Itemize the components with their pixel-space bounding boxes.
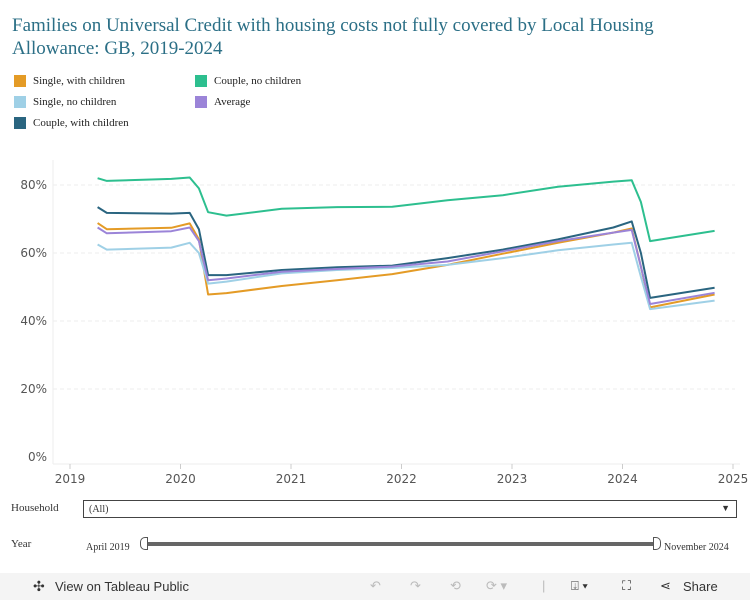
redo-icon[interactable]: ↷ bbox=[410, 578, 421, 593]
y-tick-label: 60% bbox=[20, 246, 47, 260]
x-tick-label: 2023 bbox=[497, 472, 528, 486]
line-chart: 0% 20% 40% 60% 80% 2019 2020 2021 2022 2023 2024 20… bbox=[20, 160, 749, 486]
view-on-tableau-link[interactable]: View on Tableau Public bbox=[55, 579, 189, 594]
year-slider-end-handle[interactable] bbox=[653, 537, 661, 550]
series-line-single-no-children bbox=[97, 241, 715, 311]
legend-label: Couple, no children bbox=[214, 75, 302, 87]
legend-swatch bbox=[14, 75, 26, 87]
legend-label: Single, no children bbox=[33, 96, 117, 108]
x-tick-label: 2024 bbox=[607, 472, 638, 486]
share-button[interactable]: Share bbox=[683, 579, 718, 594]
legend-swatch bbox=[14, 96, 26, 108]
series-line-couple-no-children bbox=[97, 176, 715, 243]
x-tick-label: 2019 bbox=[55, 472, 86, 486]
legend-swatch bbox=[195, 75, 207, 87]
undo-icon[interactable]: ↶ bbox=[370, 578, 381, 593]
chevron-down-icon: ▼ bbox=[721, 503, 730, 513]
legend-item[interactable]: Single, no children bbox=[14, 96, 116, 108]
x-tick-label: 2021 bbox=[276, 472, 307, 486]
year-slider-start-handle[interactable] bbox=[140, 537, 148, 550]
x-tick-label: 2020 bbox=[165, 472, 196, 486]
y-tick-label: 80% bbox=[20, 178, 47, 192]
download-icon[interactable]: ⍗ ▾ bbox=[571, 578, 588, 593]
legend-item[interactable]: Couple, with children bbox=[14, 117, 129, 129]
revert-icon[interactable]: ⟲ bbox=[450, 578, 461, 593]
legend-item[interactable]: Single, with children bbox=[14, 75, 125, 87]
legend-item[interactable]: Couple, no children bbox=[195, 75, 301, 87]
year-slider-track[interactable] bbox=[146, 542, 656, 546]
share-icon[interactable]: ⋖ bbox=[660, 578, 671, 593]
refresh-icon[interactable]: ⟳ ▾ bbox=[486, 578, 508, 593]
legend-item[interactable]: Average bbox=[195, 96, 250, 108]
series-line-average bbox=[97, 226, 715, 305]
legend-label: Couple, with children bbox=[33, 117, 129, 129]
y-tick-label: 20% bbox=[20, 382, 47, 396]
y-tick-label: 40% bbox=[20, 314, 47, 328]
chart-title: Families on Universal Credit with housin… bbox=[12, 15, 654, 59]
tableau-toolbar: ✣ View on Tableau Public ↶ ↷ ⟲ ⟳ ▾ | ⍗ ▾… bbox=[0, 573, 750, 600]
year-start-value: April 2019 bbox=[86, 542, 130, 553]
household-dropdown[interactable]: (All) ▼ bbox=[83, 500, 737, 518]
tableau-logo-icon: ✣ bbox=[33, 578, 45, 594]
year-label: Year bbox=[11, 538, 32, 550]
legend-label: Single, with children bbox=[33, 75, 125, 87]
series-line-couple-with-children bbox=[97, 206, 715, 299]
legend-label: Average bbox=[214, 96, 251, 108]
fullscreen-icon[interactable]: ⛶ bbox=[622, 578, 632, 593]
x-tick-label: 2025 bbox=[718, 472, 749, 486]
legend-swatch bbox=[195, 96, 207, 108]
y-tick-label: 0% bbox=[28, 450, 47, 464]
household-value: (All) bbox=[89, 504, 109, 515]
year-end-value: November 2024 bbox=[664, 542, 729, 553]
x-tick-label: 2022 bbox=[386, 472, 417, 486]
household-label: Household bbox=[11, 502, 59, 514]
divider: | bbox=[542, 578, 546, 593]
legend-swatch bbox=[14, 117, 26, 129]
